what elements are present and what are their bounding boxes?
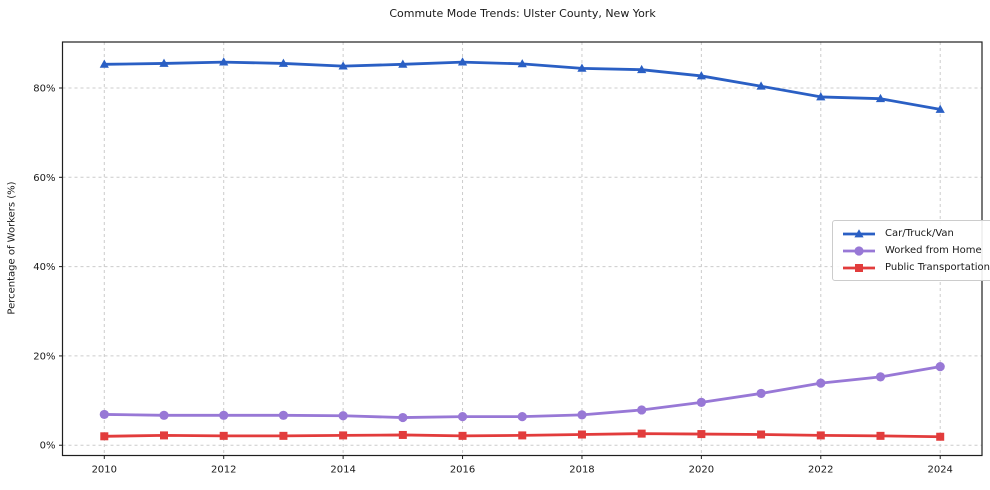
square-marker — [816, 431, 825, 440]
x-tick-label: 2018 — [569, 465, 594, 476]
circle-marker — [398, 412, 408, 423]
y-tick-label: 20% — [33, 351, 55, 362]
circle-marker — [696, 397, 706, 407]
series-line — [102, 365, 942, 419]
legend-line-circle-icon — [843, 245, 875, 256]
circle-marker — [278, 410, 289, 420]
y-tick-label: 0% — [40, 441, 56, 452]
circle-marker — [577, 410, 587, 420]
x-tick-label: 2024 — [927, 465, 952, 476]
square-marker — [279, 431, 288, 440]
triangle-marker — [99, 59, 109, 68]
x-tick-label: 2016 — [450, 465, 475, 476]
legend-label: Car/Truck/Van — [885, 228, 954, 239]
triangle-marker — [278, 58, 289, 67]
square-marker — [398, 430, 407, 439]
x-tick-label: 2010 — [92, 465, 117, 476]
triangle-marker — [854, 228, 864, 237]
square-marker — [936, 432, 945, 441]
series-line — [102, 60, 942, 111]
y-tick-label: 80% — [33, 83, 55, 94]
square-marker — [577, 430, 586, 439]
triangle-marker — [457, 57, 468, 66]
square-marker — [757, 430, 766, 439]
circle-marker — [517, 412, 527, 422]
triangle-marker — [816, 92, 826, 101]
triangle-marker — [219, 57, 229, 66]
triangle-marker — [756, 81, 766, 90]
circle-marker — [756, 388, 766, 399]
legend-line-triangle-icon — [843, 228, 875, 237]
circle-marker — [159, 410, 169, 420]
legend-line-square-icon — [843, 263, 875, 272]
chart-title: Commute Mode Trends: Ulster County, New … — [389, 7, 656, 20]
legend-item-public-transportation: Public Transportation — [841, 260, 990, 275]
x-tick-label: 2012 — [211, 465, 236, 476]
triangle-marker — [696, 71, 706, 80]
circle-marker — [338, 411, 348, 421]
square-marker — [876, 431, 885, 440]
square-marker — [219, 431, 228, 440]
triangle-marker — [517, 59, 527, 68]
square-marker — [855, 263, 863, 272]
triangle-marker — [159, 58, 169, 67]
circle-marker — [99, 409, 109, 420]
legend-item-car-truck-van: Car/Truck/Van — [841, 226, 990, 241]
triangle-marker — [338, 61, 348, 70]
circle-marker — [219, 410, 229, 420]
triangle-marker — [875, 93, 886, 103]
triangle-marker — [935, 104, 945, 113]
square-marker — [697, 430, 706, 439]
x-tick-label: 2020 — [689, 465, 714, 476]
circle-marker — [816, 378, 826, 388]
square-marker — [458, 431, 467, 440]
triangle-marker — [577, 63, 587, 72]
y-tick-label: 60% — [33, 173, 55, 184]
square-marker — [160, 431, 169, 440]
x-tick-label: 2022 — [808, 465, 833, 476]
legend-item-worked-from-home: Worked from Home — [841, 243, 990, 258]
square-marker — [637, 429, 646, 438]
legend-label: Worked from Home — [885, 245, 982, 256]
triangle-marker — [398, 59, 408, 68]
circle-marker — [637, 405, 647, 415]
circle-marker — [875, 372, 886, 382]
square-marker — [518, 431, 527, 440]
x-tick-label: 2014 — [330, 465, 355, 476]
y-tick-label: 40% — [33, 262, 55, 273]
legend: Car/Truck/Van Worked from Home Public Tr… — [832, 220, 990, 281]
square-marker — [100, 432, 109, 441]
circle-marker — [457, 412, 468, 422]
circle-marker — [854, 245, 864, 256]
square-marker — [339, 431, 348, 440]
circle-marker — [935, 362, 945, 372]
triangle-marker — [637, 64, 647, 74]
legend-label: Public Transportation — [885, 262, 990, 273]
